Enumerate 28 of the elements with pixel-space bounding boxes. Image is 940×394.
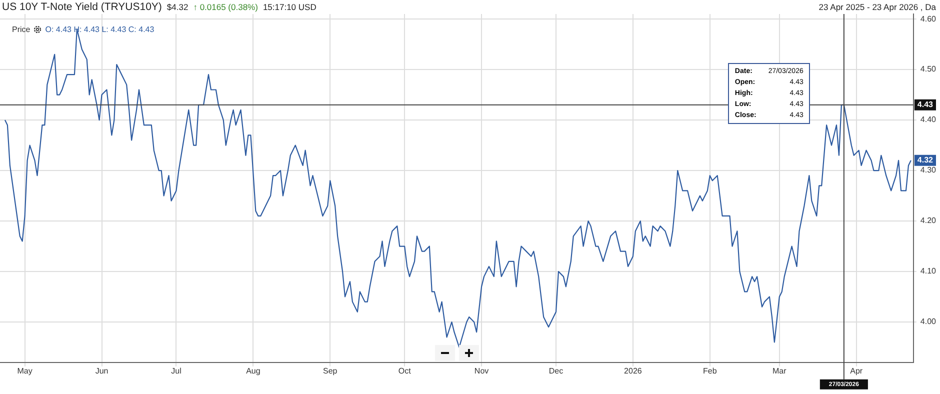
annotation: O: 4.43 H: 4.43 L: 4.43 C: 4.43 bbox=[45, 25, 154, 34]
y-tick-label: 4.30 bbox=[920, 166, 937, 175]
y-tick-label: 4.50 bbox=[920, 64, 937, 74]
text: ↑ 0.0165 (0.38%) bbox=[193, 2, 258, 12]
y-tick-label: 4.00 bbox=[920, 317, 937, 326]
x-tick-label: Apr bbox=[850, 366, 863, 376]
x-tick-label: Jul bbox=[171, 366, 182, 376]
x-tick-label: Oct bbox=[398, 366, 412, 376]
x-tick-label: Dec bbox=[548, 366, 564, 376]
y-tick-label: 4.10 bbox=[920, 266, 937, 276]
annotation: Price bbox=[12, 25, 30, 34]
annotation: 4.32 bbox=[917, 156, 934, 165]
text: 15:17:10 USD bbox=[262, 2, 316, 12]
x-tick-label: Mar bbox=[772, 366, 787, 376]
x-tick-label: May bbox=[17, 366, 32, 376]
y-tick-label: 4.40 bbox=[920, 115, 937, 124]
x-tick-label: Jun bbox=[95, 366, 108, 376]
x-tick-label: Feb bbox=[702, 366, 718, 376]
x-tick-label: Sep bbox=[323, 366, 338, 376]
x-tick-label: 2026 bbox=[624, 366, 642, 376]
x-tick-label: Nov bbox=[474, 366, 489, 376]
text: 23 Apr 2025 - 23 Apr 2026 , Da bbox=[818, 2, 936, 12]
ref-line-label: 4.43 bbox=[917, 100, 934, 110]
y-tick-label: 4.20 bbox=[920, 216, 937, 226]
chart-title: US 10Y T-Note Yield (TRYUS10Y) bbox=[2, 1, 162, 13]
x-tick-label: Aug bbox=[246, 366, 260, 376]
chart-subtitle: $4.32 bbox=[166, 2, 188, 12]
y-tick-label: 4.60 bbox=[920, 14, 937, 24]
